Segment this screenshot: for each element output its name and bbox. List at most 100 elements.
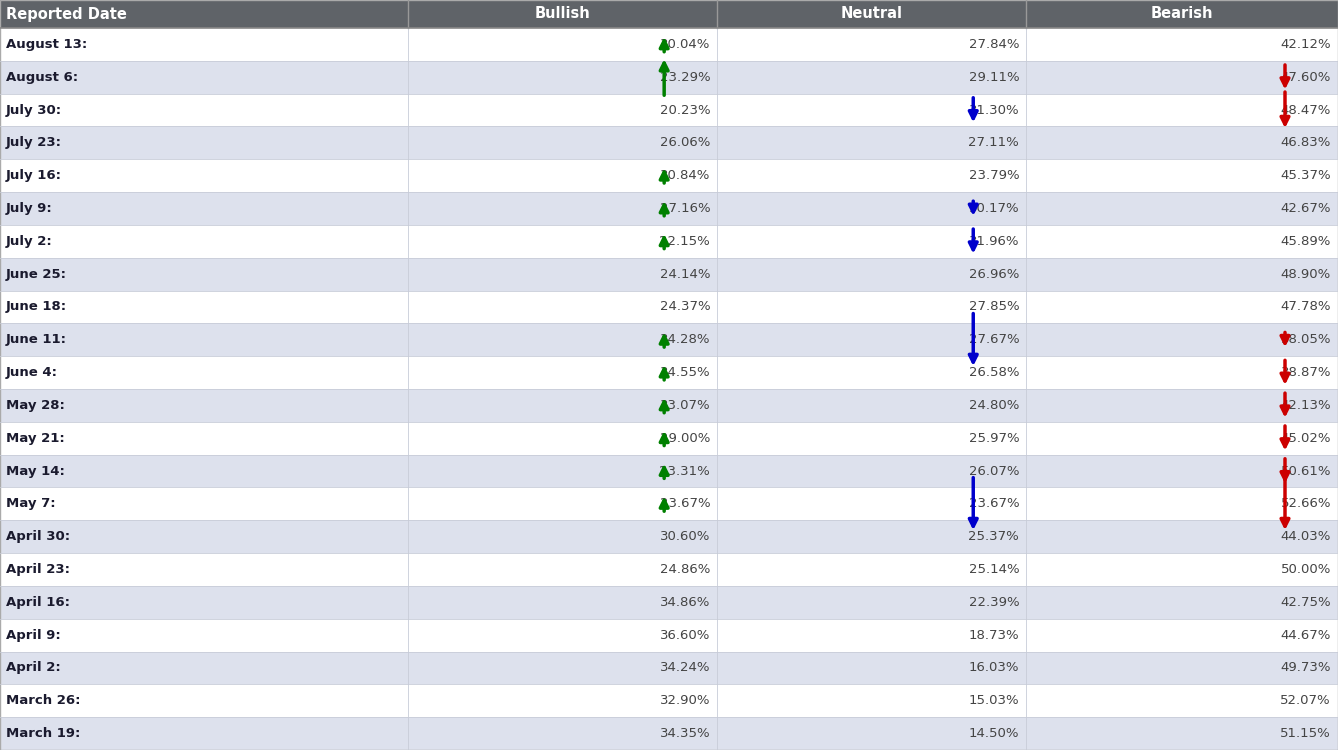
Text: 24.14%: 24.14% [660, 268, 710, 280]
Text: Bullish: Bullish [535, 7, 590, 22]
Text: 34.55%: 34.55% [660, 366, 710, 379]
Text: 24.37%: 24.37% [660, 301, 710, 313]
Bar [0, 61, 1338, 94]
Text: 38.05%: 38.05% [1280, 333, 1331, 346]
Bar [0, 422, 1338, 454]
Text: August 13:: August 13: [5, 38, 87, 51]
Text: 22.15%: 22.15% [660, 235, 710, 248]
Bar [0, 619, 1338, 652]
Text: 47.60%: 47.60% [1280, 70, 1331, 84]
Bar [0, 717, 1338, 750]
Text: 30.04%: 30.04% [660, 38, 710, 51]
Text: 42.67%: 42.67% [1280, 202, 1331, 215]
Text: Bearish: Bearish [1151, 7, 1214, 22]
Text: 50.00%: 50.00% [1280, 563, 1331, 576]
Bar [0, 652, 1338, 684]
Bar [0, 553, 1338, 586]
Text: July 9:: July 9: [5, 202, 52, 215]
Text: June 18:: June 18: [5, 301, 67, 313]
Text: 18.73%: 18.73% [969, 628, 1020, 642]
Text: Neutral: Neutral [840, 7, 903, 22]
Text: 23.79%: 23.79% [969, 170, 1020, 182]
Text: May 7:: May 7: [5, 497, 56, 510]
Bar [0, 520, 1338, 553]
Text: July 2:: July 2: [5, 235, 52, 248]
Bar [0, 225, 1338, 258]
Text: 38.87%: 38.87% [1280, 366, 1331, 379]
Text: 25.14%: 25.14% [969, 563, 1020, 576]
Text: 24.86%: 24.86% [660, 563, 710, 576]
Text: 50.61%: 50.61% [1280, 464, 1331, 478]
Bar [0, 28, 1338, 61]
Bar [0, 290, 1338, 323]
Text: 52.66%: 52.66% [1280, 497, 1331, 510]
Text: 15.03%: 15.03% [969, 694, 1020, 707]
Text: 27.67%: 27.67% [969, 333, 1020, 346]
Text: 42.12%: 42.12% [1280, 38, 1331, 51]
Bar [0, 0, 1338, 28]
Text: 33.07%: 33.07% [660, 399, 710, 412]
Text: 34.35%: 34.35% [660, 727, 710, 740]
Text: 36.60%: 36.60% [660, 628, 710, 642]
Bar [0, 159, 1338, 192]
Bar [0, 258, 1338, 290]
Text: July 16:: July 16: [5, 170, 62, 182]
Text: July 23:: July 23: [5, 136, 62, 149]
Bar [0, 586, 1338, 619]
Text: 27.85%: 27.85% [969, 301, 1020, 313]
Text: April 16:: April 16: [5, 596, 70, 609]
Text: 34.28%: 34.28% [660, 333, 710, 346]
Text: 23.67%: 23.67% [969, 497, 1020, 510]
Bar [0, 389, 1338, 422]
Bar [0, 127, 1338, 159]
Text: 26.07%: 26.07% [969, 464, 1020, 478]
Text: 42.75%: 42.75% [1280, 596, 1331, 609]
Text: May 21:: May 21: [5, 432, 64, 445]
Text: 48.90%: 48.90% [1280, 268, 1331, 280]
Text: 23.67%: 23.67% [660, 497, 710, 510]
Bar [0, 94, 1338, 127]
Text: 29.00%: 29.00% [660, 432, 710, 445]
Text: 16.03%: 16.03% [969, 662, 1020, 674]
Bar [0, 192, 1338, 225]
Text: 32.90%: 32.90% [660, 694, 710, 707]
Text: April 2:: April 2: [5, 662, 60, 674]
Text: 27.11%: 27.11% [969, 136, 1020, 149]
Text: June 11:: June 11: [5, 333, 67, 346]
Text: 45.89%: 45.89% [1280, 235, 1331, 248]
Text: 27.84%: 27.84% [969, 38, 1020, 51]
Bar [0, 323, 1338, 356]
Text: 44.03%: 44.03% [1280, 530, 1331, 543]
Text: April 9:: April 9: [5, 628, 60, 642]
Text: 14.50%: 14.50% [969, 727, 1020, 740]
Text: 20.23%: 20.23% [660, 104, 710, 116]
Text: 29.11%: 29.11% [969, 70, 1020, 84]
Text: Reported Date: Reported Date [5, 7, 127, 22]
Text: March 19:: March 19: [5, 727, 80, 740]
Text: 25.37%: 25.37% [969, 530, 1020, 543]
Bar [0, 356, 1338, 389]
Text: 34.24%: 34.24% [660, 662, 710, 674]
Bar [0, 488, 1338, 520]
Text: 22.39%: 22.39% [969, 596, 1020, 609]
Text: 24.80%: 24.80% [969, 399, 1020, 412]
Text: 34.86%: 34.86% [660, 596, 710, 609]
Text: May 14:: May 14: [5, 464, 64, 478]
Text: 52.07%: 52.07% [1280, 694, 1331, 707]
Text: 23.29%: 23.29% [660, 70, 710, 84]
Text: June 4:: June 4: [5, 366, 58, 379]
Text: May 28:: May 28: [5, 399, 64, 412]
Text: 31.96%: 31.96% [969, 235, 1020, 248]
Text: 30.60%: 30.60% [660, 530, 710, 543]
Text: April 23:: April 23: [5, 563, 70, 576]
Text: April 30:: April 30: [5, 530, 70, 543]
Text: July 30:: July 30: [5, 104, 62, 116]
Text: 45.37%: 45.37% [1280, 170, 1331, 182]
Bar [0, 454, 1338, 488]
Text: 27.16%: 27.16% [660, 202, 710, 215]
Text: 26.58%: 26.58% [969, 366, 1020, 379]
Bar [0, 684, 1338, 717]
Text: 26.96%: 26.96% [969, 268, 1020, 280]
Text: 23.31%: 23.31% [660, 464, 710, 478]
Text: 46.83%: 46.83% [1280, 136, 1331, 149]
